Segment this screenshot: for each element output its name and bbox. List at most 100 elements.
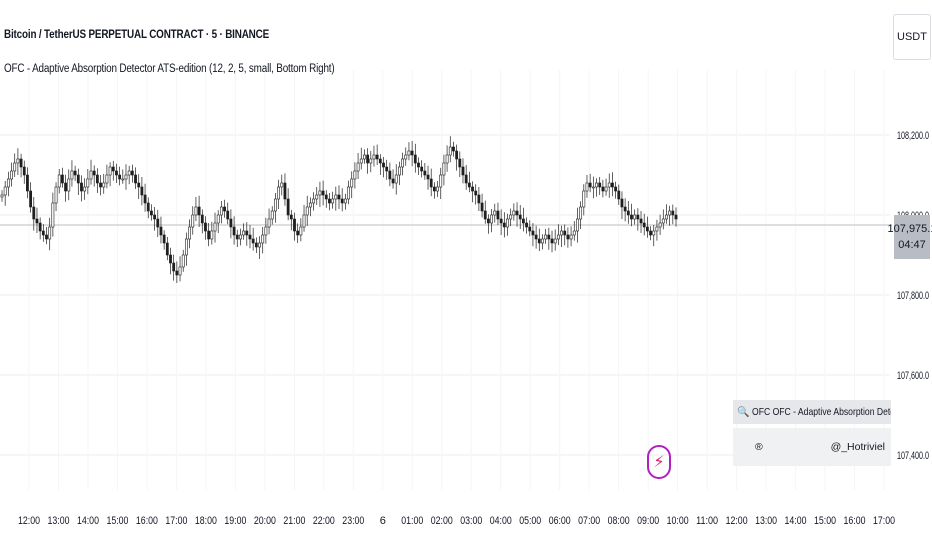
time-tick-label: 15:00 bbox=[106, 515, 128, 527]
candle-body bbox=[308, 202, 312, 208]
candle-body bbox=[477, 194, 481, 204]
candle-body bbox=[588, 182, 592, 188]
candle-body bbox=[207, 230, 211, 240]
candle-body bbox=[563, 230, 567, 236]
candle-body bbox=[576, 218, 579, 232]
candle-body bbox=[289, 214, 293, 220]
candle-body bbox=[61, 174, 64, 184]
time-tick-label: 20:00 bbox=[254, 515, 276, 527]
candle-body bbox=[464, 174, 468, 184]
candle-body bbox=[235, 234, 239, 240]
candle-body bbox=[534, 234, 538, 240]
search-icon: 🔍 bbox=[737, 406, 750, 418]
time-tick-label: 17:00 bbox=[165, 515, 187, 527]
price-tick-label: 108,200.0 bbox=[897, 130, 929, 142]
time-tick-label: 01:00 bbox=[401, 515, 423, 527]
candle-body bbox=[41, 230, 45, 236]
candle-body bbox=[452, 146, 455, 152]
candle-body bbox=[471, 186, 474, 192]
candle-body bbox=[331, 198, 335, 204]
time-tick-label: 14:00 bbox=[785, 515, 807, 527]
candle-body bbox=[172, 262, 176, 272]
candle-body bbox=[502, 222, 506, 228]
candle-body bbox=[518, 214, 522, 220]
candle-body bbox=[636, 214, 640, 220]
candle-body bbox=[401, 158, 404, 168]
candle-body bbox=[385, 166, 389, 172]
candle-body bbox=[197, 206, 201, 216]
candle-body bbox=[455, 150, 459, 160]
time-tick-label: 11:00 bbox=[696, 515, 718, 527]
registered-mark: ® bbox=[755, 441, 763, 453]
candle-body bbox=[515, 210, 519, 216]
candle-body bbox=[458, 158, 462, 168]
candle-body bbox=[591, 186, 595, 189]
current-price-value: 107,975.1 bbox=[887, 223, 932, 235]
candle-body bbox=[439, 174, 443, 188]
candle-body bbox=[32, 206, 36, 220]
candle-body bbox=[480, 202, 484, 212]
candle-body bbox=[124, 174, 128, 180]
candle-body bbox=[324, 194, 328, 200]
candle-body bbox=[165, 242, 169, 256]
candle-body bbox=[274, 198, 277, 212]
candle-body bbox=[658, 222, 662, 228]
candle-body bbox=[146, 202, 150, 212]
candle-body bbox=[436, 186, 439, 192]
time-tick-label: 17:00 bbox=[873, 515, 895, 527]
candle-body bbox=[258, 242, 261, 248]
candle-body bbox=[76, 174, 80, 184]
symbol-title[interactable]: Bitcoin / TetherUS PERPETUAL CONTRACT · … bbox=[4, 29, 270, 41]
candle-body bbox=[496, 210, 500, 220]
candle-body bbox=[525, 222, 528, 228]
flash-logo-icon[interactable]: ⚡ bbox=[647, 445, 671, 479]
candle-body bbox=[328, 198, 331, 204]
candle-body bbox=[404, 154, 408, 160]
candle-body bbox=[432, 186, 436, 192]
candles bbox=[0, 136, 678, 283]
candle-body bbox=[102, 182, 106, 188]
current-price-badge: 107,975.1 04:47 bbox=[888, 215, 932, 259]
candle-body bbox=[54, 186, 58, 204]
candle-body bbox=[617, 190, 621, 200]
time-axis[interactable]: 12:00 13:00 14:00 15:00 16:00 17:00 18:00 19:00… bbox=[18, 515, 895, 527]
candle-body bbox=[382, 162, 385, 168]
candle-body bbox=[569, 234, 573, 240]
candle-body bbox=[6, 178, 10, 188]
candle-body bbox=[391, 178, 395, 184]
indicator-title[interactable]: OFC - Adaptive Absorption Detector ATS-e… bbox=[4, 63, 335, 75]
time-tick-label: 6 bbox=[380, 515, 386, 527]
candle-body bbox=[417, 162, 420, 168]
candle-body bbox=[614, 186, 617, 192]
candle-body bbox=[528, 226, 532, 232]
time-tick-label: 15:00 bbox=[814, 515, 836, 527]
candle-body bbox=[156, 218, 160, 228]
candle-body bbox=[467, 182, 471, 188]
candle-body bbox=[35, 218, 39, 224]
candle-body bbox=[178, 266, 182, 276]
bar-countdown: 04:47 bbox=[898, 239, 926, 251]
candle-body bbox=[611, 182, 614, 188]
candle-body bbox=[299, 226, 303, 236]
candle-body bbox=[620, 198, 624, 208]
price-axis[interactable]: 108,200.0108,000.0107,800.0107,600.0107,… bbox=[897, 130, 929, 462]
candle-body bbox=[67, 178, 71, 192]
candle-body bbox=[216, 214, 220, 224]
candle-body bbox=[89, 170, 93, 180]
candle-body bbox=[80, 182, 83, 192]
candle-body bbox=[19, 158, 23, 168]
time-tick-label: 16:00 bbox=[136, 515, 158, 527]
grid-lines bbox=[0, 70, 890, 490]
candle-body bbox=[560, 230, 563, 236]
candle-body bbox=[420, 166, 424, 172]
candle-body bbox=[550, 238, 554, 244]
candle-body bbox=[283, 182, 287, 200]
candle-body bbox=[26, 174, 29, 192]
candle-body bbox=[204, 222, 207, 232]
candle-body bbox=[642, 222, 646, 228]
candle-body bbox=[0, 194, 4, 198]
currency-button[interactable]: USDT bbox=[893, 14, 931, 60]
candle-body bbox=[537, 238, 541, 244]
time-tick-label: 08:00 bbox=[608, 515, 630, 527]
